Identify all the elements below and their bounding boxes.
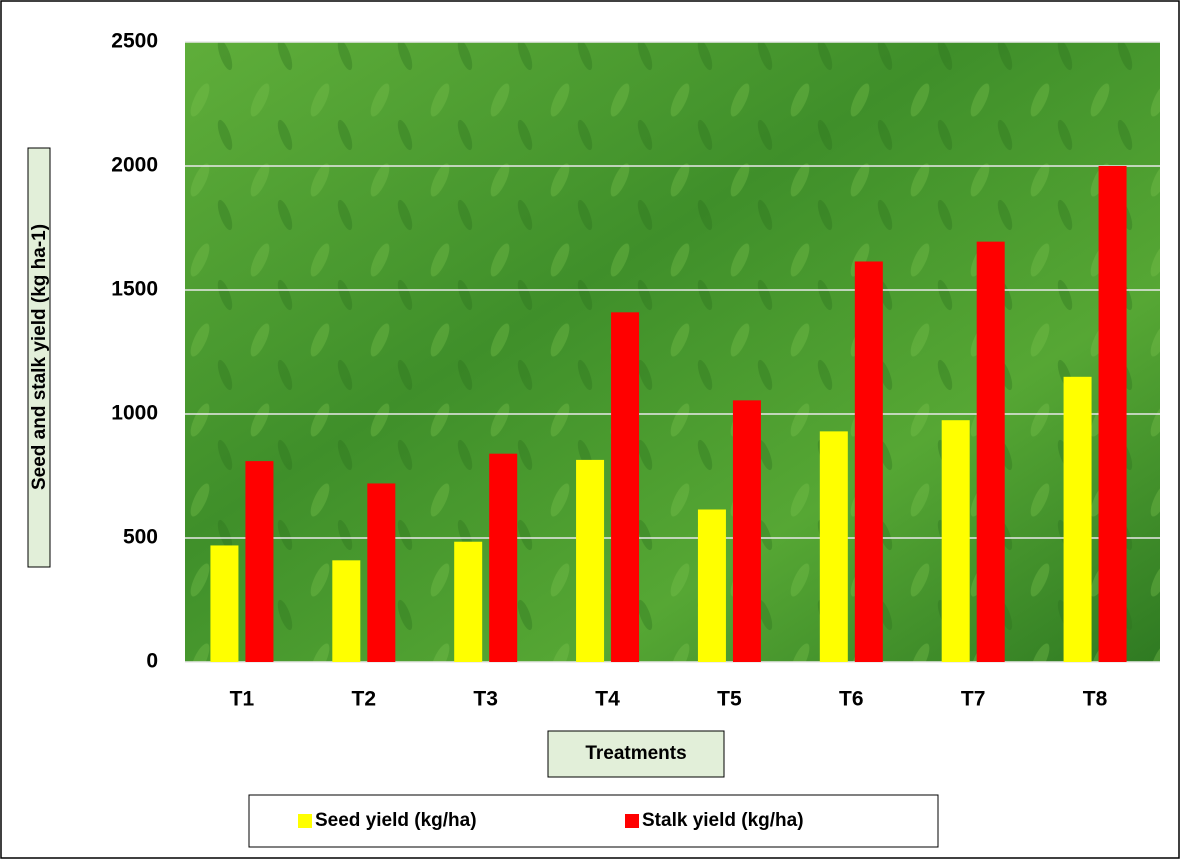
legend xyxy=(248,794,939,848)
bar xyxy=(1063,376,1092,662)
legend-label: Seed yield (kg/ha) xyxy=(315,810,477,831)
bar xyxy=(941,420,970,662)
bar xyxy=(611,312,640,662)
y-tick-label: 2000 xyxy=(111,154,158,177)
y-label-box xyxy=(27,147,51,568)
bar xyxy=(367,483,396,662)
y-tick-label: 0 xyxy=(146,650,158,673)
legend-label: Stalk yield (kg/ha) xyxy=(642,810,804,831)
x-tick-label: T3 xyxy=(473,688,498,711)
bar xyxy=(697,509,726,662)
x-tick-label: T4 xyxy=(595,688,620,711)
y-axis-label: Seed and stalk yield (kg ha-1) xyxy=(29,224,50,490)
x-tick-label: T8 xyxy=(1083,688,1108,711)
bar xyxy=(976,241,1005,662)
bar xyxy=(1098,166,1127,662)
bar xyxy=(819,431,848,662)
legend-swatch xyxy=(298,814,312,828)
legend-swatch xyxy=(625,814,639,828)
plot-texture xyxy=(185,42,1160,662)
x-label-box xyxy=(547,730,725,778)
bar xyxy=(576,459,605,662)
bar xyxy=(489,453,518,662)
bar xyxy=(454,541,483,662)
bar xyxy=(245,461,274,662)
bar xyxy=(210,545,239,662)
y-tick-label: 2500 xyxy=(111,30,158,53)
bar xyxy=(854,261,883,662)
y-tick-label: 500 xyxy=(123,526,158,549)
x-tick-label: T5 xyxy=(717,688,742,711)
x-tick-label: T7 xyxy=(961,688,986,711)
y-tick-label: 1000 xyxy=(111,402,158,425)
x-tick-label: T6 xyxy=(839,688,864,711)
y-tick-label: 1500 xyxy=(111,278,158,301)
bar xyxy=(732,400,761,662)
x-tick-label: T1 xyxy=(230,688,255,711)
bar xyxy=(332,560,361,662)
x-axis-label: Treatments xyxy=(585,743,686,764)
x-tick-label: T2 xyxy=(352,688,377,711)
